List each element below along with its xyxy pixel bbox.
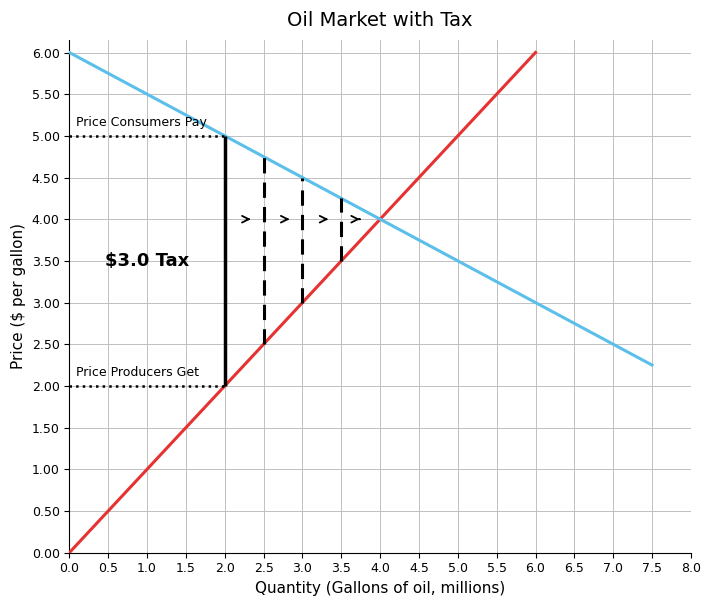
Title: Oil Market with Tax: Oil Market with Tax bbox=[288, 11, 473, 30]
Y-axis label: Price ($ per gallon): Price ($ per gallon) bbox=[11, 223, 26, 369]
Text: Price Consumers Pay: Price Consumers Pay bbox=[75, 116, 206, 129]
Text: $3.0 Tax: $3.0 Tax bbox=[105, 252, 189, 270]
X-axis label: Quantity (Gallons of oil, millions): Quantity (Gallons of oil, millions) bbox=[255, 581, 506, 596]
Text: Price Producers Get: Price Producers Get bbox=[75, 366, 199, 379]
